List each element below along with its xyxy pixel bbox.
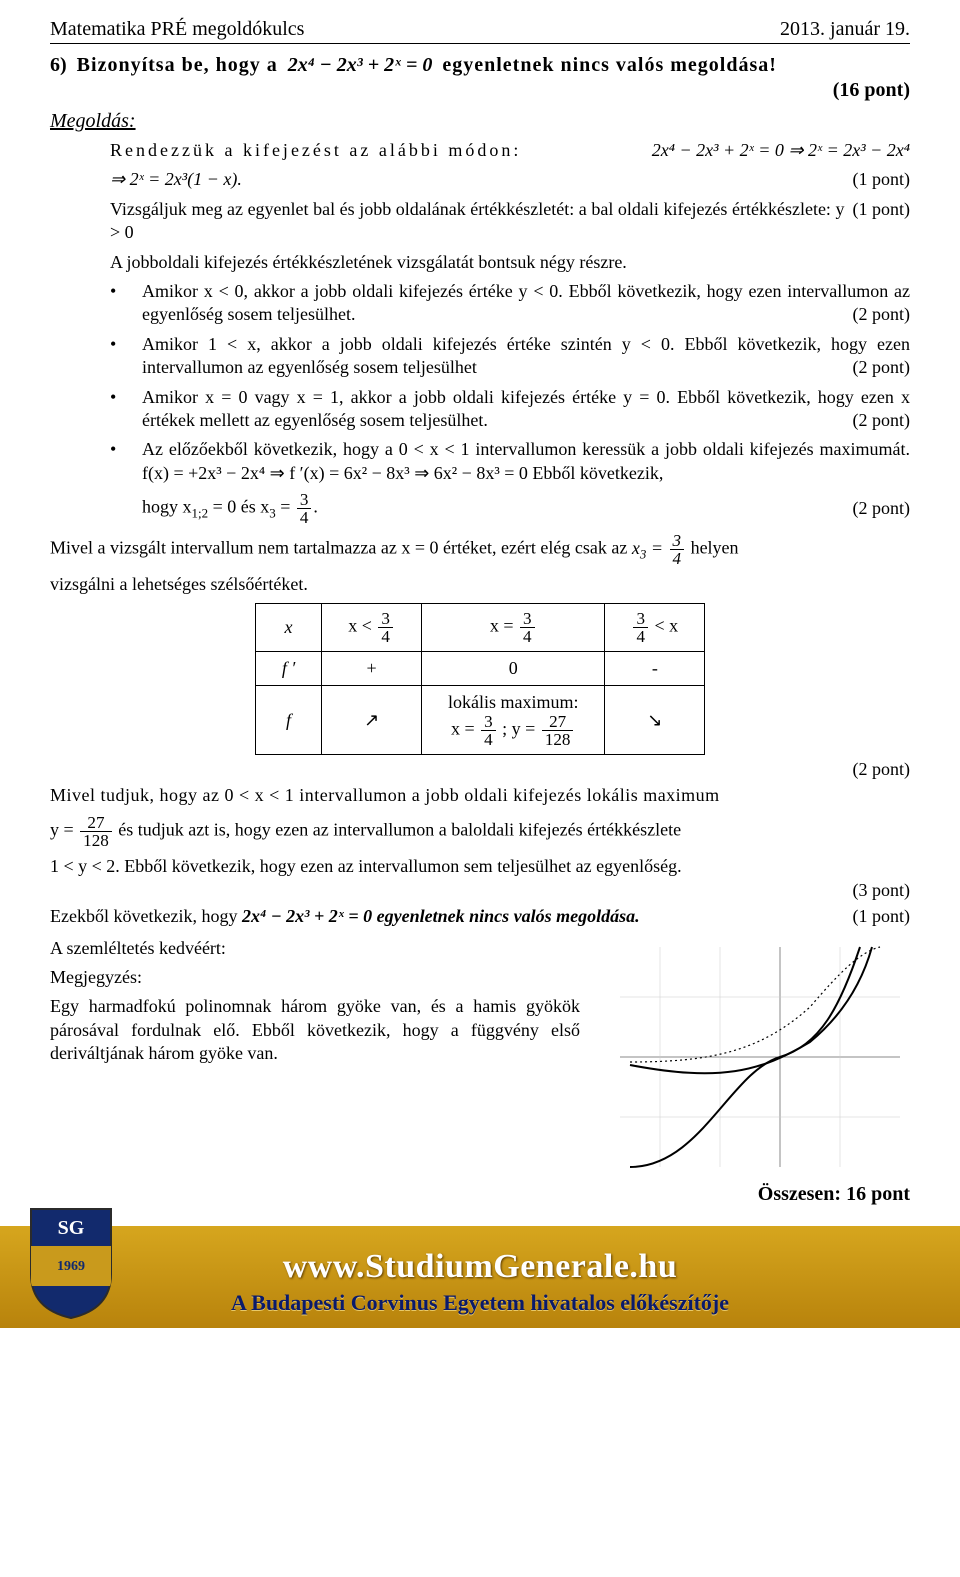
bullet-list: Amikor x < 0, akkor a jobb oldali kifeje… [50,280,910,526]
table-cell: f ′ [255,652,321,686]
svg-text:1969: 1969 [57,1259,85,1274]
problem-lead: Bizonyítsa be, hogy a [77,54,278,77]
header-right: 2013. január 19. [780,18,910,41]
footer-subtitle: A Budapesti Corvinus Egyetem hivatalos e… [0,1290,960,1316]
bullet-item: Amikor x = 0 vagy x = 1, akkor a jobb ol… [110,386,910,433]
line-4: A jobboldali kifejezés értékkészletének … [110,251,910,274]
after-bullets-2: vizsgálni a lehetséges szélsőértéket. [50,573,910,596]
table-cell: x [255,603,321,651]
problem-number: 6) [50,54,67,77]
table-cell: x = 34 [421,603,605,651]
problem-points: (16 pont) [50,79,910,102]
table-cell: f [255,686,321,755]
table-cell: ↘ [605,686,705,755]
table-cell: lokális maximum:x = 34 ; y = 27128 [421,686,605,755]
table-cell: - [605,652,705,686]
table-cell: 34 < x [605,603,705,651]
sign-table: xx < 34x = 3434 < x f ′+0- f↗lokális maxim… [255,603,705,755]
graph-illustration [610,937,910,1177]
header-left: Matematika PRÉ megoldókulcs [50,18,304,41]
problem-equation: 2x⁴ − 2x³ + 2ˣ = 0 [288,54,433,77]
bullet-item: hogy x1;2 = 0 és x3 = 34.(2 pont) [110,491,910,526]
illus-sub: Megjegyzés: [50,966,580,989]
line-1: Rendezzük a kifejezést az alábbi módon: … [110,139,910,162]
post-1: Mivel tudjuk, hogy az 0 < x < 1 interval… [50,784,910,807]
solution-label: Megoldás: [50,110,910,133]
illus-text: Egy harmadfokú polinomnak három gyöke va… [50,995,580,1065]
table-cell: + [322,652,422,686]
table-cell: x < 34 [322,603,422,651]
table-points: (2 pont) [50,759,910,780]
page-header: Matematika PRÉ megoldókulcs 2013. január… [50,18,910,44]
after-bullets-1: Mivel a vizsgált intervallum nem tartalm… [50,532,910,567]
line-2: ⇒ 2ˣ = 2x³(1 − x). (1 pont) [110,168,910,191]
footer: SG 1969 www.StudiumGenerale.hu A Budapes… [0,1226,960,1328]
bullet-item: Amikor 1 < x, akkor a jobb oldali kifeje… [110,333,910,380]
line-3: Vizsgáljuk meg az egyenlet bal és jobb o… [110,198,910,245]
svg-text:SG: SG [58,1217,85,1239]
shield-logo: SG 1969 [26,1204,116,1320]
conclusion: Ezekből következik, hogy 2x⁴ − 2x³ + 2ˣ … [50,905,910,928]
total-points: Összesen: 16 pont [50,1183,910,1206]
table-cell: 0 [421,652,605,686]
problem-statement: 6) Bizonyítsa be, hogy a 2x⁴ − 2x³ + 2ˣ … [50,54,910,77]
footer-url: www.StudiumGenerale.hu [0,1248,960,1286]
illus-title: A szemléltetés kedvéért: [50,937,580,960]
post-3-points: (3 pont) [50,880,910,901]
illustration-row: A szemléltetés kedvéért: Megjegyzés: Egy… [50,937,910,1177]
post-3: 1 < y < 2. Ebből következik, hogy ezen a… [50,855,910,878]
bullet-item: Amikor x < 0, akkor a jobb oldali kifeje… [110,280,910,327]
table-cell: ↗ [322,686,422,755]
bullet-item: Az előzőekből következik, hogy a 0 < x <… [110,438,910,485]
post-2: y = 27128 és tudjuk azt is, hogy ezen az… [50,814,910,849]
problem-tail: egyenletnek nincs valós megoldása! [442,54,777,77]
